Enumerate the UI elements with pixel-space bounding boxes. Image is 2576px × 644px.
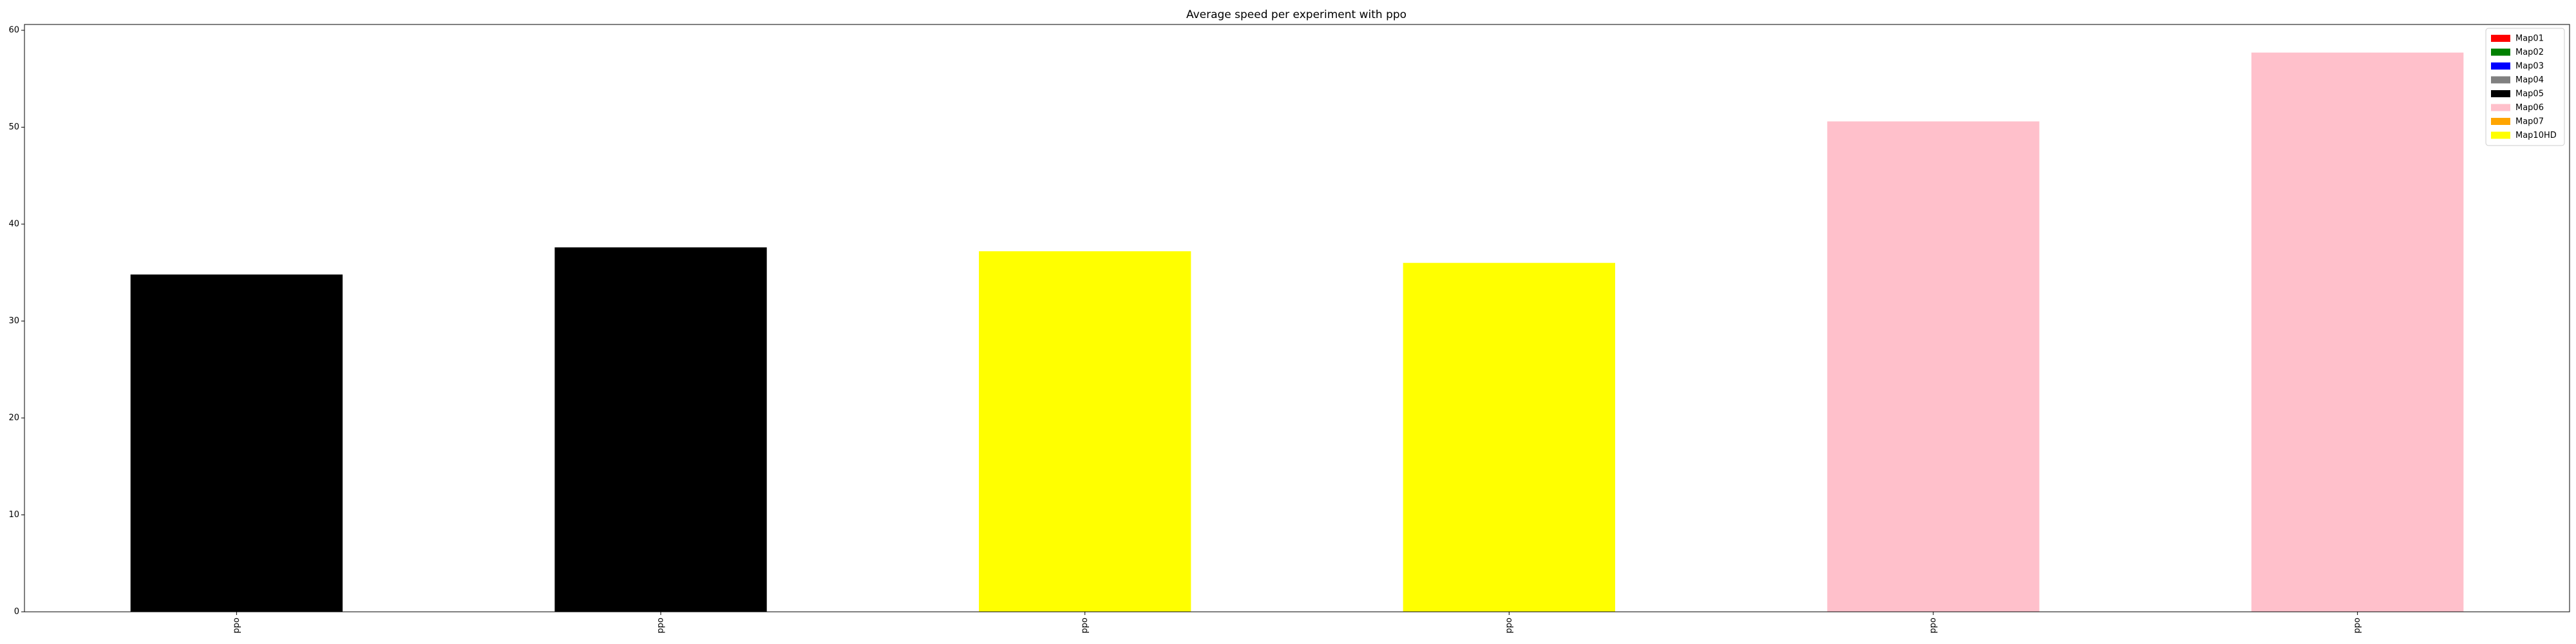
legend-label: Map06 [2515, 103, 2544, 113]
legend-swatch [2491, 131, 2510, 139]
y-tick-label: 30 [8, 316, 19, 326]
legend-label: Map04 [2515, 75, 2544, 85]
legend-label: Map01 [2515, 34, 2544, 44]
bar [554, 247, 767, 612]
legend-swatch [2491, 90, 2510, 97]
bar [1827, 121, 2040, 612]
legend-swatch [2491, 76, 2510, 84]
legend-label: Map07 [2515, 117, 2544, 127]
y-tick-label: 10 [8, 510, 19, 520]
legend-swatch [2491, 62, 2510, 70]
x-tick-label: ppo [2353, 618, 2362, 634]
legend-swatch [2491, 35, 2510, 42]
legend-label: Map03 [2515, 62, 2544, 71]
plot-area: ppo ppo ppo ppo ppo ppo 0 10 20 30 40 50 60 [8, 24, 2570, 633]
chart-title: Average speed per experiment with ppo [1186, 8, 1406, 21]
axes-frame [24, 24, 2570, 612]
bar [2251, 52, 2464, 612]
legend-swatch [2491, 48, 2510, 56]
legend-label: Map05 [2515, 90, 2544, 99]
y-tick-label: 0 [14, 607, 19, 617]
y-tick-label: 50 [8, 122, 19, 132]
y-tick-label: 40 [8, 220, 19, 229]
legend: Map01 Map02 Map03 Map04 Map05 Map06 Map07 Map10… [2485, 28, 2565, 146]
x-tick-label: ppo [656, 618, 666, 634]
legend-swatch [2491, 118, 2510, 125]
y-tick-label: 20 [8, 413, 19, 423]
bar [1403, 263, 1615, 612]
legend-label: Map02 [2515, 48, 2544, 57]
y-tick-label: 60 [8, 26, 19, 35]
legend-swatch [2491, 104, 2510, 111]
x-tick-label: ppo [1929, 618, 1938, 634]
x-tick-label: ppo [1504, 618, 1514, 634]
bar [979, 251, 1191, 612]
bar [130, 274, 343, 612]
x-tick-label: ppo [1080, 618, 1090, 634]
legend-label: Map10HD [2515, 131, 2557, 140]
x-tick-label: ppo [232, 618, 242, 634]
legend-box [2485, 28, 2565, 146]
